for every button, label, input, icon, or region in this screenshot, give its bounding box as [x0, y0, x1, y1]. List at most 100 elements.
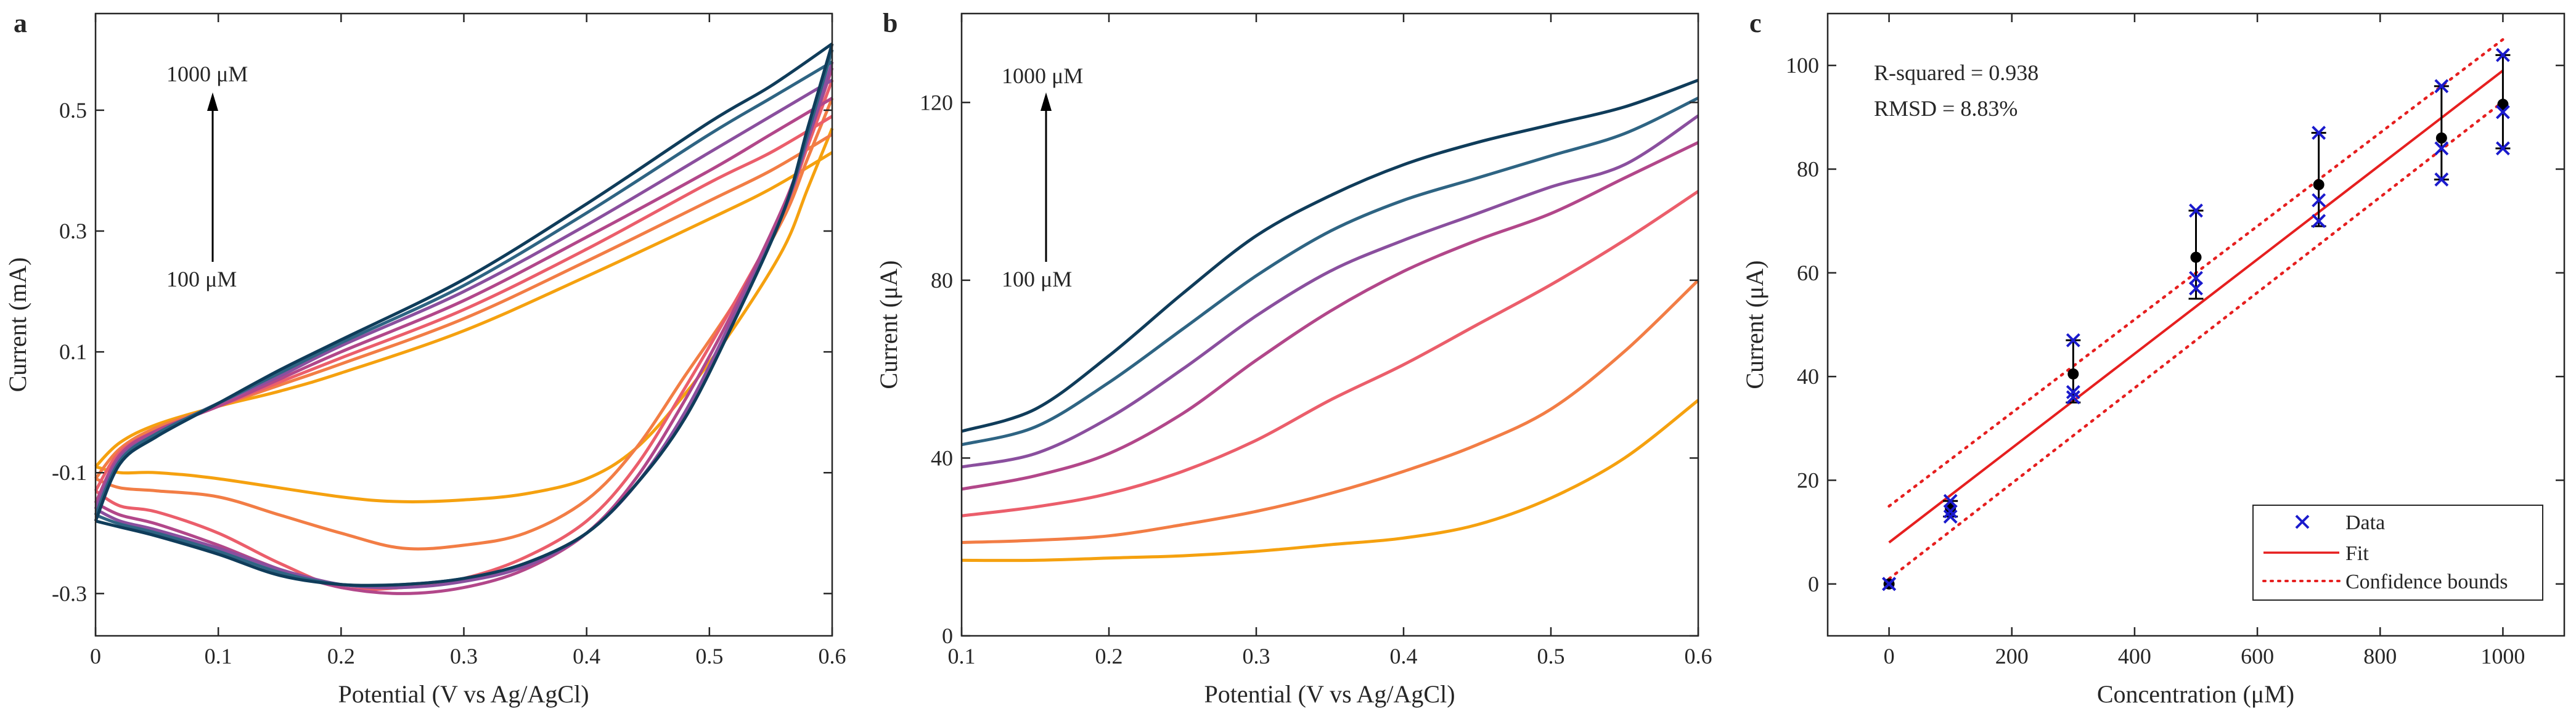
panel-a-ytick-label: 0.3: [59, 219, 87, 243]
panel-b-annotation-bottom: 100 μM: [1002, 267, 1072, 291]
panel-b-ytick-label: 0: [942, 624, 953, 648]
panel-a-ytick-label: 0.5: [59, 98, 87, 123]
panel-c-xtick-label: 400: [2118, 644, 2151, 668]
legend-bounds-label: Confidence bounds: [2345, 571, 2508, 593]
data-point: [2312, 126, 2326, 140]
panel-c-xtick-label: 600: [2241, 644, 2274, 668]
cv-series-5-forward: [94, 78, 833, 510]
cv-series-3-forward: [94, 115, 833, 492]
panel-a-annotation-top: 1000 μM: [166, 62, 248, 86]
panel-b-ytick-label: 120: [920, 90, 953, 115]
panel-a-xtick-label: 0.6: [819, 644, 846, 668]
panel-c-ytick-label: 80: [1797, 157, 1819, 182]
panel-a-ticks: 0 0.1 0.2 0.3 0.4 0.5 0.6 -0.3 -0.1 0.1 0.3 0.5: [52, 14, 846, 668]
panel-c-xtick-label: 800: [2363, 644, 2397, 668]
panel-c-xtick-label: 1000: [2480, 644, 2525, 668]
panel-c-stat-rmsd: RMSD = 8.83%: [1874, 96, 2018, 121]
mean-point: [2313, 179, 2325, 190]
legend-fit-label: Fit: [2345, 542, 2369, 565]
panel-c-ytick-label: 20: [1797, 468, 1819, 493]
panel-b-xtick-label: 0.2: [1095, 644, 1123, 668]
panel-b-xlabel: Potential (V vs Ag/AgCl): [1204, 680, 1455, 708]
cv-series-7-forward: [94, 42, 833, 522]
panel-a-label: a: [14, 8, 27, 38]
cv-series-1-reverse: [95, 128, 834, 504]
mean-point: [2067, 368, 2079, 380]
mean-point: [2435, 132, 2447, 144]
lsv-series-2: [961, 279, 1699, 544]
data-point: [1882, 577, 1896, 591]
mean-point: [2497, 99, 2509, 110]
panel-a-xtick-label: 0.1: [205, 644, 232, 668]
fit-line: [1888, 69, 2504, 544]
panel-a-arrow: [207, 92, 218, 262]
panel-b-ytick-label: 80: [931, 268, 953, 293]
data-point: [2189, 203, 2203, 218]
cv-series-4-forward: [94, 97, 833, 504]
data-point: [2434, 79, 2449, 94]
data-point: [2496, 47, 2510, 62]
lsv-series-4: [961, 140, 1699, 491]
panel-c: c 0 200 400 600 800 1000 0 20 40 60 80 100 Concentr…: [1741, 8, 2566, 708]
data-point: [2496, 105, 2510, 120]
panel-a-annotation-bottom: 100 μM: [166, 267, 237, 291]
data-point: [2312, 214, 2326, 229]
panel-a-ylabel: Current (mA): [4, 258, 31, 392]
mean-point: [2190, 251, 2202, 263]
lsv-series-5: [961, 114, 1699, 469]
panel-b-ylabel: Current (μA): [875, 260, 902, 389]
legend-data-label: Data: [2345, 511, 2385, 534]
data-point: [1943, 494, 1958, 508]
panel-a-xlabel: Potential (V vs Ag/AgCl): [338, 680, 589, 708]
panel-b-xtick-label: 0.4: [1390, 644, 1418, 668]
panel-c-series: [1882, 38, 2511, 591]
panel-b-ticks: 0.1 0.2 0.3 0.4 0.5 0.6 0 40 80 120: [920, 14, 1712, 668]
panel-a-ytick-label: 0.1: [59, 339, 87, 364]
panel-c-frame: [1826, 12, 2566, 637]
panel-b-xtick-label: 0.5: [1537, 644, 1565, 668]
confidence-bound-lower: [1887, 100, 2504, 580]
data-point: [2066, 390, 2080, 405]
panel-b-arrow: [1041, 92, 1052, 262]
panel-a: a 0 0.1 0.2 0.3 0.4 0.5 0.6 -0.3 -0.1 0.1 0.3 0.5 P…: [4, 8, 846, 708]
legend-data-marker: [2295, 514, 2310, 529]
cv-series-6-forward: [94, 60, 833, 516]
panel-a-xtick-label: 0.3: [450, 644, 478, 668]
data-point: [2189, 281, 2203, 296]
panel-a-xtick-label: 0: [90, 644, 101, 668]
data-point: [2434, 172, 2449, 187]
panel-a-series: [94, 42, 834, 595]
panel-a-xtick-label: 0.5: [695, 644, 723, 668]
panel-c-legend: Data Fit Confidence bounds: [2252, 505, 2543, 601]
panel-a-ytick-label: -0.3: [52, 581, 87, 606]
panel-b-frame: [960, 12, 1699, 637]
panel-a-xtick-label: 0.4: [573, 644, 600, 668]
data-point: [2434, 141, 2449, 156]
panel-b-ytick-label: 40: [931, 445, 953, 470]
panel-c-xtick-label: 200: [1995, 644, 2029, 668]
data-point: [2189, 270, 2203, 285]
panel-b: b 0.1 0.2 0.3 0.4 0.5 0.6 0 40 80 120 Potential (…: [875, 8, 1712, 708]
panel-c-xlabel: Concentration (μM): [2097, 680, 2294, 708]
panel-c-ytick-label: 0: [1808, 572, 1819, 596]
lsv-series-6: [961, 96, 1699, 447]
panel-c-stat-rsquared: R-squared = 0.938: [1874, 60, 2038, 85]
panel-b-series: [961, 78, 1699, 563]
panel-b-annotation-top: 1000 μM: [1002, 63, 1083, 88]
cv-series-7-reverse: [95, 43, 834, 587]
data-point: [1943, 504, 1958, 519]
lsv-series-7: [961, 78, 1699, 433]
cv-series-1-forward: [94, 151, 833, 468]
panel-c-label: c: [1749, 8, 1762, 38]
data-point: [1943, 510, 1958, 524]
panel-c-ytick-label: 100: [1786, 53, 1819, 78]
mean-point: [1945, 503, 1957, 514]
data-point: [2496, 141, 2510, 156]
panel-b-label: b: [883, 8, 898, 38]
panel-a-xtick-label: 0.2: [327, 644, 355, 668]
cv-series-4-reverse: [94, 67, 834, 595]
panel-c-xtick-label: 0: [1884, 644, 1895, 668]
lsv-series-1: [961, 399, 1699, 563]
panel-c-ytick-label: 60: [1797, 261, 1819, 285]
